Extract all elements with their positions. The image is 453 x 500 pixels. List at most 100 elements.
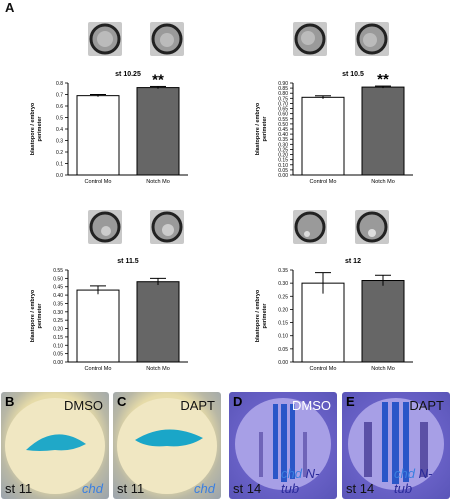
y-tick-label: 0.10: [278, 163, 288, 169]
panel-letter: B: [5, 394, 15, 409]
y-tick-label: 0.4: [56, 127, 63, 133]
y-tick-label: 0.05: [53, 352, 63, 358]
y-tick-label: 0.0: [56, 173, 63, 179]
embryo-image: [348, 398, 444, 490]
bar: [136, 281, 180, 363]
y-tick-label: 0.50: [53, 276, 63, 282]
photo-panel-b: B DMSO st 11 chd: [1, 392, 109, 499]
y-axis-label: perimeter: [262, 303, 268, 329]
y-tick-label: 0.00: [278, 173, 288, 179]
y-tick-label: 0.2: [56, 150, 63, 156]
stage-label: st 14: [233, 481, 262, 496]
y-tick-label: 0.7: [56, 93, 63, 99]
embryo-image: [117, 398, 217, 494]
embryo-thumbnail: [355, 210, 389, 244]
embryo-thumbnail: [293, 22, 327, 56]
bar: [76, 289, 120, 363]
significance-marker: **: [377, 71, 389, 88]
probe-label: chd: [194, 481, 215, 496]
bar: [76, 95, 120, 176]
treatment-label: DMSO: [64, 398, 103, 413]
chart-title: st 10.5: [342, 71, 364, 78]
x-tick-label: Control Mo: [85, 366, 112, 372]
x-tick-label: Notch Mo: [146, 179, 170, 185]
y-axis-label: blastopore / embryo: [255, 102, 261, 155]
panel-letter: C: [117, 394, 127, 409]
x-tick-label: Control Mo: [310, 179, 337, 185]
bar: [301, 282, 345, 363]
y-tick-label: 0.15: [278, 321, 288, 327]
y-tick-label: 0.35: [278, 268, 288, 274]
y-tick-label: 0.5: [56, 116, 63, 122]
probe-ntub: N-tub: [281, 466, 320, 496]
stage-label: st 11: [117, 481, 145, 496]
chart-title: st 11.5: [117, 258, 139, 265]
probe-ntub: N-tub: [394, 466, 433, 496]
y-tick-label: 0.00: [53, 360, 63, 366]
y-tick-label: 0.50: [278, 122, 288, 128]
photo-panel-d: D DMSO st 14 chd N-tub: [229, 392, 337, 499]
y-tick-label: 0.85: [278, 86, 288, 92]
y-tick-label: 0.30: [53, 310, 63, 316]
y-tick-label: 0.40: [53, 293, 63, 299]
y-tick-label: 0.25: [278, 147, 288, 153]
x-tick-label: Control Mo: [85, 179, 112, 185]
bar-charts: st 10.25 0.0 0.1 0.2 0.3 0.4 0.5 0.6 0.7 0.8 blast…: [30, 71, 413, 372]
x-tick-label: Notch Mo: [371, 366, 395, 372]
embryo-thumbnail: [150, 210, 184, 244]
y-tick-label: 0.15: [53, 335, 63, 341]
y-axis-label: perimeter: [37, 303, 43, 329]
significance-marker: **: [152, 71, 164, 88]
y-tick-label: 0.20: [278, 307, 288, 313]
y-axis-label: perimeter: [262, 116, 268, 142]
y-tick-label: 0.30: [278, 281, 288, 287]
chart-title: st 12: [345, 258, 361, 265]
probe-label: chd N-tub: [394, 466, 450, 496]
y-axis-label: blastopore / embryo: [30, 102, 36, 155]
y-tick-label: 0.55: [278, 117, 288, 123]
y-tick-label: 0.60: [278, 112, 288, 118]
y-tick-label: 0.20: [53, 327, 63, 333]
probe-chd: chd: [394, 466, 415, 481]
y-tick-label: 0.35: [53, 301, 63, 307]
y-tick-label: 0.40: [278, 132, 288, 138]
y-tick-label: 0.10: [53, 343, 63, 349]
treatment-label: DAPT: [180, 398, 215, 413]
y-tick-label: 0.65: [278, 107, 288, 113]
embryo-thumbnail: [293, 210, 327, 244]
y-tick-label: 0.6: [56, 104, 63, 110]
y-tick-label: 0.00: [278, 360, 288, 366]
y-tick-label: 0.55: [53, 268, 63, 274]
treatment-label: DMSO: [292, 398, 331, 413]
y-tick-label: 0.8: [56, 81, 63, 87]
y-tick-label: 0.30: [278, 142, 288, 148]
panel-letter: D: [233, 394, 243, 409]
embryo-thumbnail: [150, 22, 184, 56]
probe-label: chd N-tub: [281, 466, 337, 496]
bar: [361, 86, 405, 176]
y-tick-label: 0.70: [278, 101, 288, 107]
embryo-thumbnail: [88, 210, 122, 244]
y-tick-label: 0.45: [53, 285, 63, 291]
y-tick-label: 0.05: [278, 347, 288, 353]
embryo-image: [5, 398, 105, 494]
chart-title: st 10.25: [115, 71, 141, 78]
stage-label: st 11: [5, 481, 33, 496]
y-tick-label: 0.15: [278, 158, 288, 164]
y-tick-label: 0.90: [278, 81, 288, 87]
probe-chd: chd: [281, 466, 302, 481]
treatment-label: DAPT: [409, 398, 444, 413]
y-tick-label: 0.80: [278, 91, 288, 97]
y-axis-label: perimeter: [37, 116, 43, 142]
x-tick-label: Control Mo: [310, 366, 337, 372]
x-tick-label: Notch Mo: [146, 366, 170, 372]
y-tick-label: 0.10: [278, 334, 288, 340]
panel-a-label: A: [5, 0, 15, 15]
photo-panel-c: C DAPT st 11 chd: [113, 392, 221, 499]
embryo-thumbnail: [88, 22, 122, 56]
y-tick-label: 0.05: [278, 168, 288, 174]
panel-letter: E: [346, 394, 355, 409]
photo-panel-e: E DAPT st 14 chd N-tub: [342, 392, 450, 499]
embryo-image: [235, 398, 331, 490]
